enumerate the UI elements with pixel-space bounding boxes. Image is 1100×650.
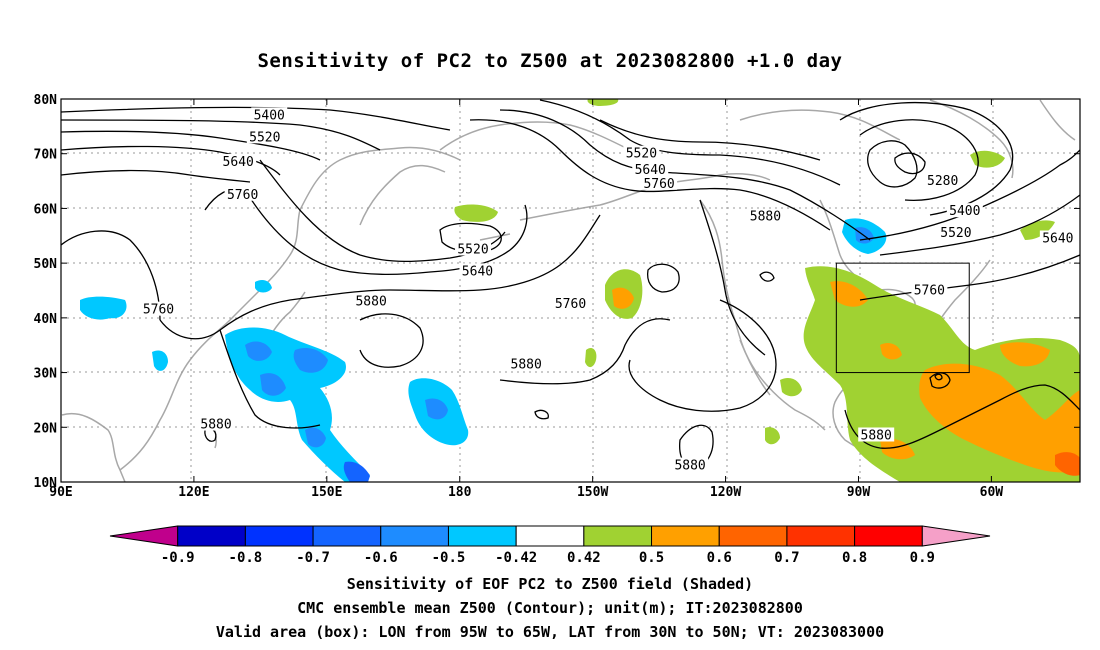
contour-label: 5400 (254, 108, 285, 123)
lon-tick-label: 120W (710, 485, 741, 500)
lon-tick-label: 120E (178, 485, 209, 500)
lat-tick-label: 40N (34, 312, 58, 327)
colorbar-swatch (719, 526, 787, 546)
colorbar-label: -0.42 (495, 550, 537, 566)
lon-tick-label: 60W (980, 485, 1004, 500)
contour-label: 5880 (861, 428, 892, 443)
contour-label: 5280 (927, 174, 958, 189)
colorbar-swatch (855, 526, 923, 546)
colorbar-label: -0.7 (296, 550, 330, 566)
colorbar-label: 0.9 (910, 550, 935, 566)
lat-tick-label: 70N (34, 148, 58, 163)
contour-label: 5760 (143, 303, 174, 318)
colorbar-swatch (381, 526, 449, 546)
colorbar-label: -0.5 (432, 550, 466, 566)
lat-tick-label: 10N (34, 476, 58, 491)
lat-tick-label: 80N (34, 93, 58, 108)
contour-label: 5640 (223, 155, 254, 170)
lat-tick-label: 50N (34, 257, 58, 272)
contour-label: 5760 (914, 284, 945, 299)
colorbar-label: 0.6 (707, 550, 732, 566)
lon-tick-label: 150W (577, 485, 608, 500)
colorbar-swatch (313, 526, 381, 546)
colorbar-swatch (110, 526, 178, 546)
lon-tick-label: 150E (311, 485, 342, 500)
contour-label: 5520 (457, 242, 488, 257)
colorbar-label: 0.42 (567, 550, 601, 566)
contour-label: 5760 (227, 188, 258, 203)
contour-label: 5400 (949, 204, 980, 219)
contour-label: 5640 (1042, 232, 1073, 247)
caption-valid-area: Valid area (box): LON from 95W to 65W, L… (0, 623, 1100, 641)
colorbar-label: -0.8 (229, 550, 263, 566)
negative-patch (80, 297, 127, 320)
contour-label: 5520 (940, 226, 971, 241)
colorbar-label: -0.6 (364, 550, 398, 566)
contour-label: 5880 (750, 210, 781, 225)
contour-label: 5880 (511, 357, 542, 372)
colorbar-swatch (448, 526, 516, 546)
colorbar-label: 0.5 (639, 550, 664, 566)
contour-label: 5760 (643, 177, 674, 192)
map-chart: 5400 5520 5640 5760 5760 5880 5880 5520 5640 5760… (0, 0, 1100, 650)
lat-tick-label: 30N (34, 367, 58, 382)
colorbar-swatch (516, 526, 584, 546)
contour-label: 5880 (355, 294, 386, 309)
colorbar-swatch (652, 526, 720, 546)
lat-tick-label: 60N (34, 202, 58, 217)
contour-label: 5760 (555, 297, 586, 312)
colorbar-swatch (245, 526, 313, 546)
contour-label: 5520 (249, 130, 280, 145)
contour-label: 5520 (626, 147, 657, 162)
colorbar-label: 0.7 (774, 550, 799, 566)
caption-shading: Sensitivity of EOF PC2 to Z500 field (Sh… (0, 575, 1100, 593)
colorbar: -0.9 -0.8 -0.7 -0.6 -0.5 -0.42 0.42 0.5 0.6 0.7 0.… (110, 526, 990, 566)
colorbar-label: 0.8 (842, 550, 867, 566)
lon-tick-label: 180 (448, 485, 472, 500)
caption-contour: CMC ensemble mean Z500 (Contour); unit(m… (0, 599, 1100, 617)
contour-label: 5880 (200, 418, 231, 433)
contour-label: 5640 (462, 264, 493, 279)
colorbar-swatch (922, 526, 990, 546)
colorbar-swatch (584, 526, 652, 546)
colorbar-swatch (178, 526, 246, 546)
lon-tick-label: 90W (847, 485, 871, 500)
colorbar-label: -0.9 (161, 550, 195, 566)
colorbar-swatch (787, 526, 855, 546)
contour-label: 5880 (674, 459, 705, 474)
lat-tick-label: 20N (34, 421, 58, 436)
